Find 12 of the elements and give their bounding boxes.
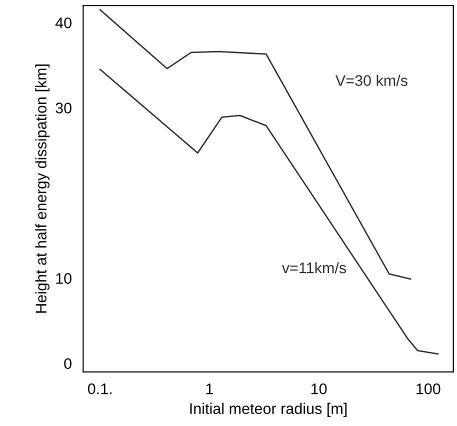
y-tick-label: 10	[56, 273, 72, 284]
y-axis-title: Height at half energy dissipation [km]	[35, 64, 50, 313]
y-tick-label: 40	[55, 17, 72, 28]
x-tick-label: 100	[416, 383, 440, 394]
text: V=30 km/s	[335, 74, 408, 86]
y-tick-label: 30	[56, 102, 72, 114]
series-label: v=11km/s	[282, 262, 346, 274]
x-tick-label: 0.1.	[88, 383, 112, 394]
x-tick-label: 1	[206, 384, 213, 394]
x-tick-label: 10	[311, 383, 327, 394]
y-tick-label: 0	[64, 358, 72, 370]
x-axis-title: Initial meteor radius [m]	[190, 402, 347, 418]
